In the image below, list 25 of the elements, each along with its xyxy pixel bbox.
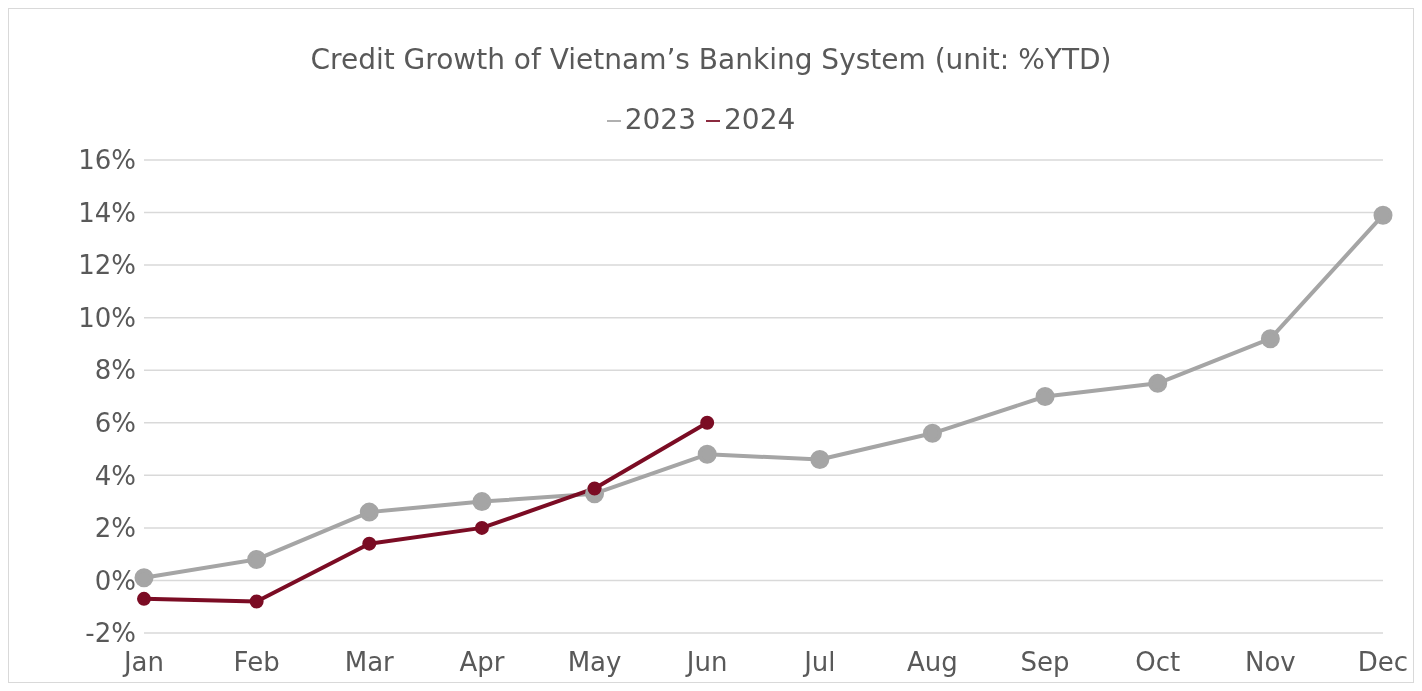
x-tick-label: Nov bbox=[1244, 647, 1296, 678]
y-tick-label: 4% bbox=[94, 460, 136, 491]
y-tick-label: 10% bbox=[78, 302, 136, 333]
x-tick-label: Jun bbox=[684, 647, 728, 678]
y-tick-label: 0% bbox=[94, 565, 136, 596]
chart-title: Credit Growth of Vietnam’s Banking System (unit: %YTD) bbox=[309, 42, 1113, 78]
y-tick-label: 2% bbox=[94, 513, 136, 544]
x-tick-label: Sep bbox=[1020, 647, 1070, 678]
y-tick-label: 16% bbox=[78, 145, 136, 176]
y-tick-label: 14% bbox=[78, 197, 136, 228]
x-tick-label: Jul bbox=[802, 647, 836, 678]
legend-label: 2024 bbox=[724, 103, 796, 136]
x-tick-label: Dec bbox=[1357, 647, 1409, 678]
y-tick-label: 8% bbox=[94, 355, 136, 386]
x-tick-label: Mar bbox=[344, 647, 395, 678]
x-tick-label: Oct bbox=[1135, 647, 1181, 678]
y-tick-label: 12% bbox=[78, 250, 136, 281]
x-tick-label: Jan bbox=[121, 647, 165, 678]
y-tick-label: -2% bbox=[85, 618, 136, 649]
x-tick-label: Apr bbox=[459, 647, 505, 678]
y-tick-label: 6% bbox=[94, 408, 136, 439]
x-tick-label: Aug bbox=[907, 647, 958, 678]
x-tick-label: May bbox=[567, 647, 622, 678]
x-tick-label: Feb bbox=[233, 647, 280, 678]
legend-label: 2023 bbox=[624, 103, 696, 136]
